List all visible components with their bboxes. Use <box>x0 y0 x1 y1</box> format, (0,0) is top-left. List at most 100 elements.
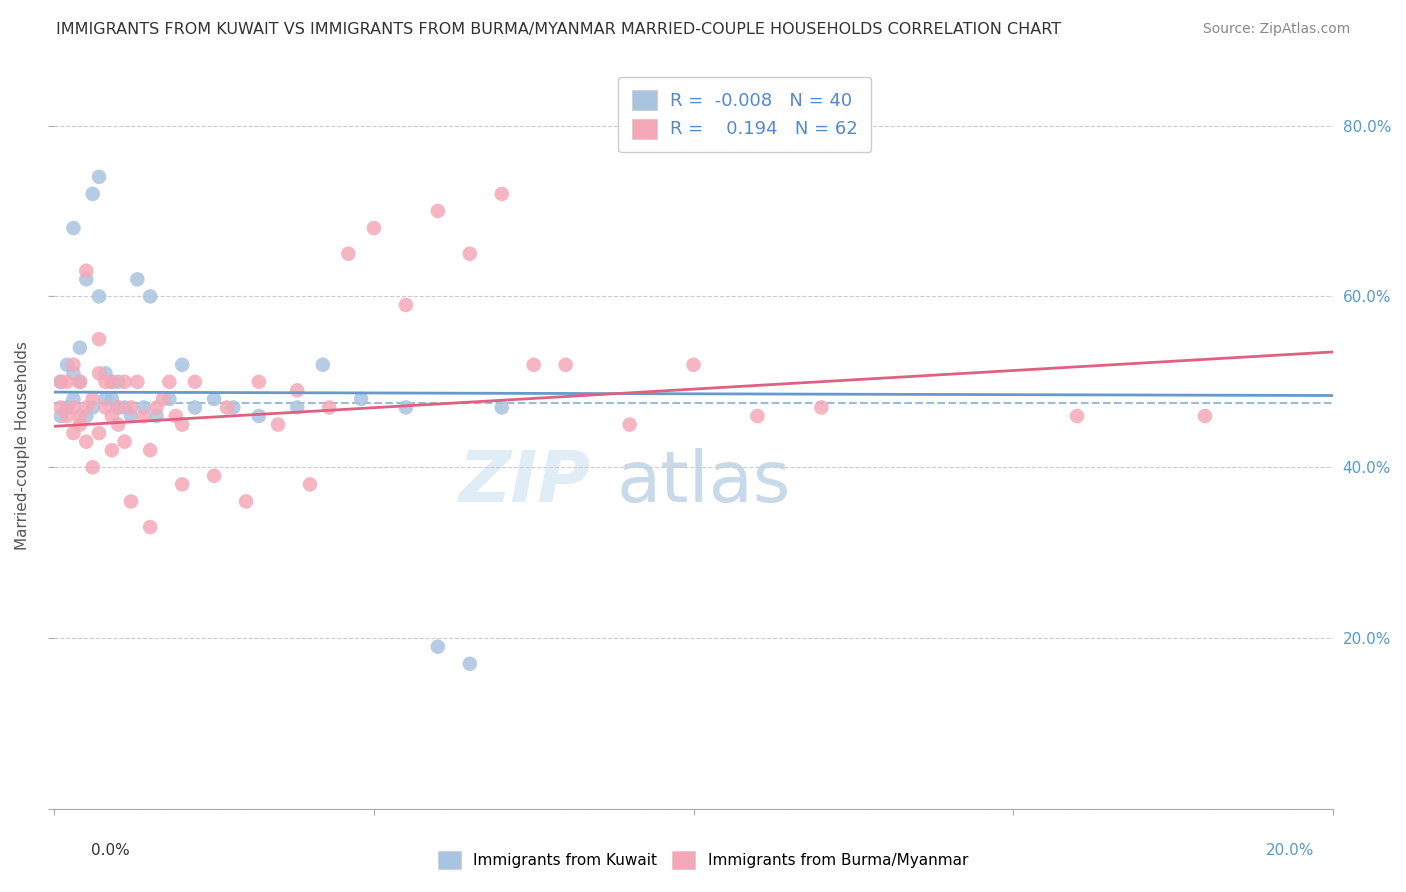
Point <box>101 375 124 389</box>
Point <box>132 401 155 415</box>
Legend: R =  -0.008   N = 40, R =    0.194   N = 62: R = -0.008 N = 40, R = 0.194 N = 62 <box>619 77 872 153</box>
Text: 0.0%: 0.0% <box>91 843 131 858</box>
Point <box>101 375 124 389</box>
Point <box>82 392 104 406</box>
Point <box>107 417 129 432</box>
Point <box>62 358 84 372</box>
Point <box>165 409 187 423</box>
Point <box>523 358 546 372</box>
Point <box>312 358 335 372</box>
Point <box>101 409 124 423</box>
Point <box>810 401 832 415</box>
Point <box>554 358 576 372</box>
Point <box>120 409 142 423</box>
Point <box>94 367 117 381</box>
Legend: Immigrants from Kuwait, Immigrants from Burma/Myanmar: Immigrants from Kuwait, Immigrants from … <box>432 845 974 875</box>
Point <box>619 417 641 432</box>
Point <box>82 401 104 415</box>
Point <box>56 375 79 389</box>
Point <box>127 375 149 389</box>
Point <box>69 409 91 423</box>
Point <box>56 358 79 372</box>
Point <box>247 409 270 423</box>
Point <box>101 392 124 406</box>
Text: 20.0%: 20.0% <box>1267 843 1315 858</box>
Point <box>222 401 245 415</box>
Point <box>139 289 162 303</box>
Point <box>62 367 84 381</box>
Point <box>202 392 225 406</box>
Point <box>62 401 84 415</box>
Point <box>337 246 360 260</box>
Point <box>426 204 449 219</box>
Point <box>202 468 225 483</box>
Point <box>145 409 167 423</box>
Point <box>69 341 91 355</box>
Point <box>267 417 290 432</box>
Point <box>114 401 136 415</box>
Point <box>395 401 418 415</box>
Point <box>87 332 110 346</box>
Point <box>87 169 110 184</box>
Point <box>1194 409 1216 423</box>
Point <box>298 477 321 491</box>
Point <box>49 401 72 415</box>
Point <box>215 401 238 415</box>
Point <box>127 272 149 286</box>
Point <box>69 417 91 432</box>
Point <box>235 494 257 508</box>
Text: Source: ZipAtlas.com: Source: ZipAtlas.com <box>1202 22 1350 37</box>
Text: IMMIGRANTS FROM KUWAIT VS IMMIGRANTS FROM BURMA/MYANMAR MARRIED-COUPLE HOUSEHOLD: IMMIGRANTS FROM KUWAIT VS IMMIGRANTS FRO… <box>56 22 1062 37</box>
Point <box>491 186 513 201</box>
Point <box>139 443 162 458</box>
Point <box>120 494 142 508</box>
Point <box>75 409 97 423</box>
Point <box>114 434 136 449</box>
Point <box>139 520 162 534</box>
Point <box>157 392 180 406</box>
Point <box>49 375 72 389</box>
Point <box>62 392 84 406</box>
Point <box>62 221 84 235</box>
Point <box>184 375 207 389</box>
Point <box>94 375 117 389</box>
Point <box>285 401 308 415</box>
Point <box>363 221 385 235</box>
Point <box>1066 409 1088 423</box>
Point <box>56 401 79 415</box>
Point <box>75 401 97 415</box>
Point <box>172 417 194 432</box>
Point <box>350 392 373 406</box>
Point <box>107 401 129 415</box>
Point <box>107 401 129 415</box>
Point <box>458 246 481 260</box>
Point <box>49 375 72 389</box>
Point <box>82 186 104 201</box>
Point <box>682 358 704 372</box>
Point <box>87 289 110 303</box>
Point <box>94 392 117 406</box>
Point <box>101 443 124 458</box>
Point <box>62 426 84 441</box>
Point <box>491 401 513 415</box>
Point <box>132 409 155 423</box>
Point <box>75 264 97 278</box>
Point <box>145 401 167 415</box>
Point <box>318 401 340 415</box>
Point <box>87 426 110 441</box>
Point <box>75 434 97 449</box>
Text: atlas: atlas <box>617 448 792 516</box>
Point <box>114 375 136 389</box>
Point <box>247 375 270 389</box>
Point <box>120 401 142 415</box>
Point <box>75 272 97 286</box>
Point <box>87 367 110 381</box>
Point <box>747 409 769 423</box>
Text: ZIP: ZIP <box>458 448 592 516</box>
Point <box>285 384 308 398</box>
Point <box>172 358 194 372</box>
Y-axis label: Married-couple Households: Married-couple Households <box>15 342 30 550</box>
Point <box>157 375 180 389</box>
Point <box>395 298 418 312</box>
Point <box>69 375 91 389</box>
